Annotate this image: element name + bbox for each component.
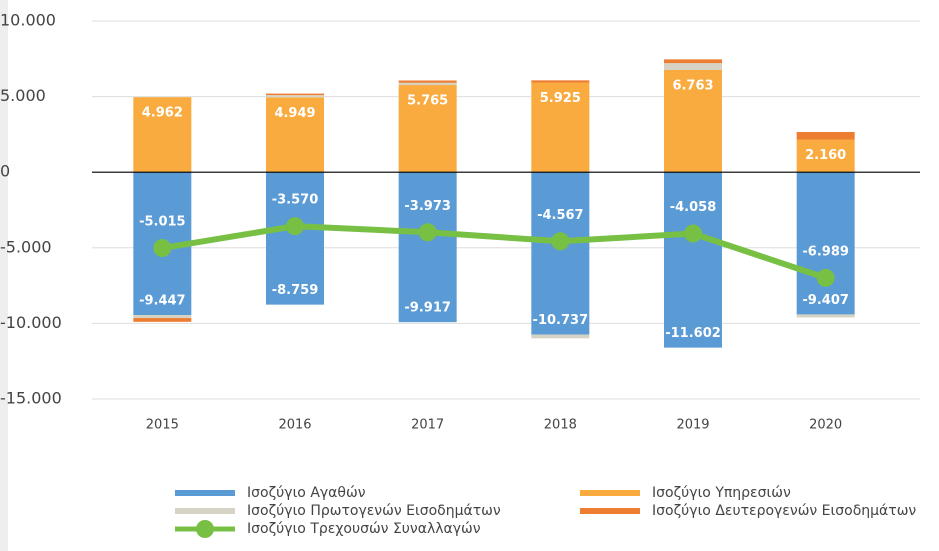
side-strip [0, 0, 8, 551]
data-label: 5.765 [407, 94, 448, 109]
legend-label: Ισοζύγιο Δευτερογενών Εισοδημάτων [652, 503, 916, 519]
bar [531, 172, 590, 335]
bar [796, 314, 855, 318]
data-label: -11.602 [665, 326, 721, 341]
x-tick-label: 2019 [676, 418, 709, 433]
bar [531, 82, 590, 173]
line-marker [684, 224, 702, 243]
x-tick-label: 2020 [809, 418, 842, 433]
legend-label: Ισοζύγιο Αγαθών [247, 485, 366, 501]
line-marker [816, 268, 835, 287]
bar [133, 97, 192, 173]
bar [133, 318, 192, 322]
legend-swatch-marker [196, 520, 214, 538]
y-tick-label: -10.000 [0, 313, 62, 332]
line-marker [551, 232, 570, 251]
bar [266, 97, 324, 173]
legend-label: Ισοζύγιο Πρωτογενών Εισοδημάτων [247, 503, 501, 519]
data-label: -5.015 [139, 215, 186, 230]
x-tick-label: 2018 [544, 418, 577, 433]
data-label: -9.917 [404, 301, 451, 316]
bar [398, 82, 457, 86]
bar [398, 172, 457, 323]
data-label: -4.058 [670, 200, 717, 215]
bar [664, 63, 722, 70]
bar [531, 80, 590, 83]
data-label: -10.737 [533, 313, 589, 328]
legend-label: Ισοζύγιο Υπηρεσιών [652, 485, 791, 501]
x-tick-label: 2016 [278, 418, 311, 433]
bar [664, 172, 722, 348]
bar [664, 59, 722, 64]
bar [266, 172, 324, 305]
bar [796, 172, 855, 315]
bar [796, 131, 855, 140]
data-label: 6.763 [672, 78, 713, 93]
data-label: -3.973 [404, 199, 451, 214]
data-label: -4.567 [537, 208, 584, 223]
y-tick-label: 0 [0, 162, 10, 181]
data-label: 4.962 [142, 106, 183, 121]
bar [398, 80, 457, 83]
bar [531, 334, 590, 339]
data-label: 5.925 [540, 91, 581, 106]
legend-label: Ισοζύγιο Τρεχουσών Συναλλαγών [247, 521, 481, 537]
data-label: -3.570 [272, 193, 319, 208]
data-label: 2.160 [805, 148, 846, 163]
data-label: 4.949 [274, 106, 315, 121]
line [161, 223, 827, 281]
y-tick-label: 10.000 [0, 11, 56, 30]
line-marker [418, 223, 437, 242]
bar [133, 315, 192, 319]
bar [664, 69, 722, 173]
line-marker [153, 239, 172, 258]
data-label: -8.759 [272, 283, 319, 298]
y-tick-label: -5.000 [0, 237, 52, 256]
x-tick-label: 2017 [411, 418, 444, 433]
data-label: -6.989 [802, 244, 849, 259]
x-tick-label: 2015 [146, 418, 179, 433]
bar [266, 93, 324, 96]
bar [796, 139, 855, 173]
data-label: -9.447 [139, 294, 186, 309]
data-label: -9.407 [802, 293, 849, 308]
line-marker [286, 217, 304, 236]
bar [398, 85, 457, 173]
bar [266, 95, 324, 98]
y-tick-label: 5.000 [0, 86, 46, 105]
y-tick-label: -15.000 [0, 389, 62, 408]
